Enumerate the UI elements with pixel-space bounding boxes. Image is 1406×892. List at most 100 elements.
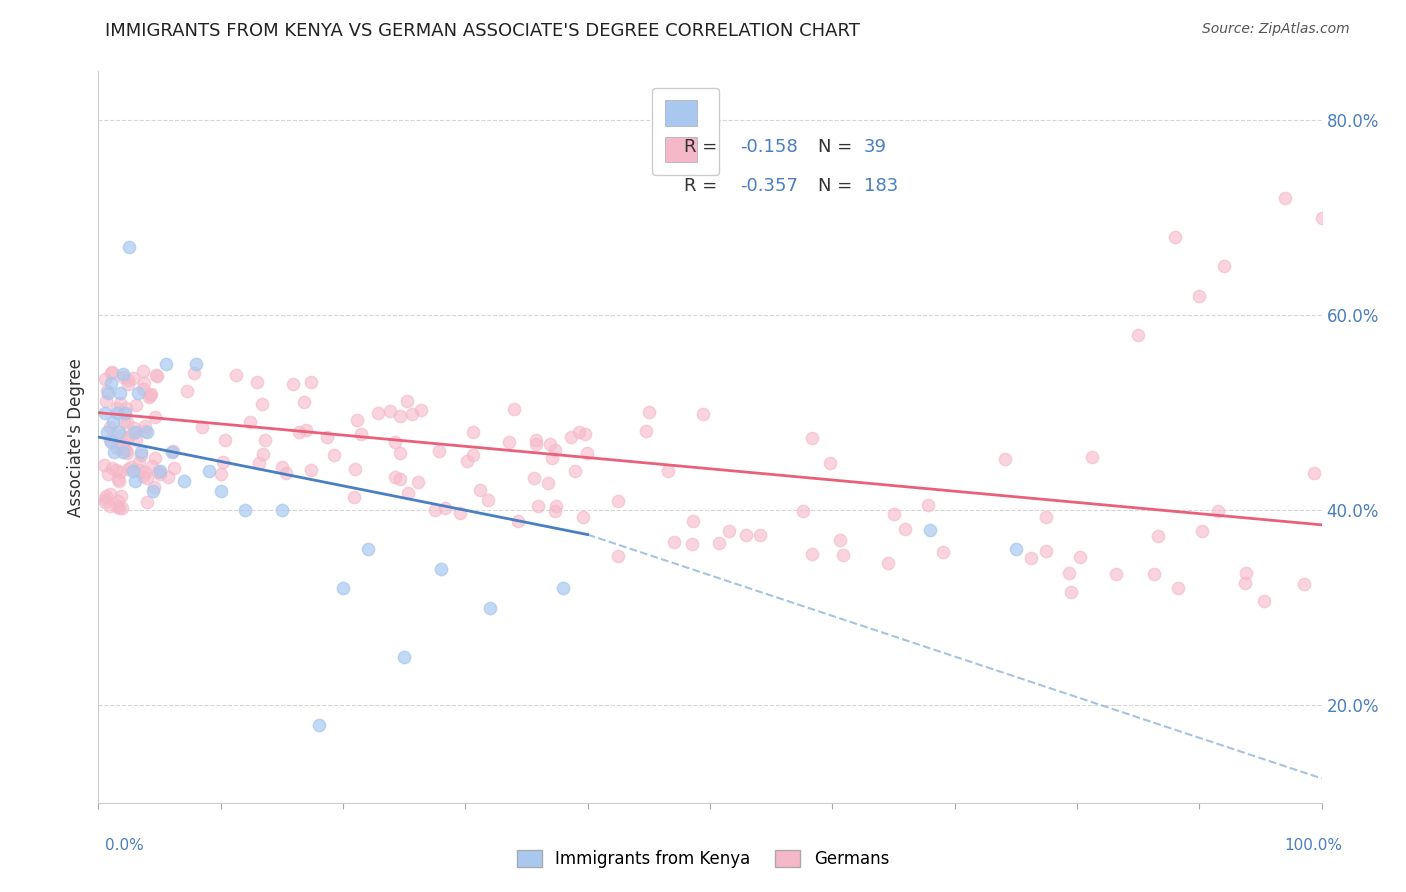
Point (247, 456, 270, 470)
Point (343, 491, 366, 505)
Point (118, 240, 141, 254)
Point (253, 433, 276, 447)
Point (332, 581, 354, 595)
Text: -0.158: -0.158 (741, 138, 799, 156)
Point (111, 501, 134, 516)
Text: 0.0%: 0.0% (105, 838, 145, 853)
Point (101, 416, 124, 430)
Point (136, 471, 159, 485)
Point (129, 444, 152, 458)
Point (145, 368, 167, 383)
Point (1234, 566, 1257, 581)
Point (176, 384, 198, 399)
Point (350, 427, 373, 442)
Point (148, 467, 170, 481)
Point (148, 466, 170, 480)
Point (876, 557, 898, 571)
Point (124, 474, 146, 488)
Point (748, 528, 770, 542)
Point (108, 474, 131, 488)
Point (94, 491, 117, 506)
Point (115, 446, 138, 460)
Point (108, 395, 131, 409)
Point (134, 465, 156, 479)
Text: IMMIGRANTS FROM KENYA VS GERMAN ASSOCIATE'S DEGREE CORRELATION CHART: IMMIGRANTS FROM KENYA VS GERMAN ASSOCIAT… (105, 22, 860, 40)
Y-axis label: Associate's Degree: Associate's Degree (66, 358, 84, 516)
Point (544, 443, 567, 458)
Point (818, 456, 841, 470)
Point (1188, 288, 1211, 302)
Point (735, 528, 758, 542)
Point (461, 448, 484, 462)
Point (1081, 450, 1104, 464)
Point (287, 425, 309, 440)
Point (346, 413, 368, 427)
Point (94, 372, 117, 386)
Point (523, 471, 546, 485)
Point (186, 357, 208, 371)
Point (128, 463, 150, 477)
Legend: Immigrants from Kenya, Germans: Immigrants from Kenya, Germans (510, 843, 896, 875)
Point (560, 430, 582, 444)
Point (541, 450, 564, 465)
Point (98, 434, 121, 448)
Point (96, 425, 118, 440)
Point (122, 426, 145, 441)
Point (553, 581, 575, 595)
Point (96, 384, 118, 398)
Point (128, 455, 150, 469)
Point (388, 446, 411, 460)
Point (527, 499, 550, 513)
Point (301, 375, 323, 389)
Point (1234, 576, 1257, 591)
Point (104, 463, 127, 477)
Point (1146, 529, 1168, 543)
Text: 39: 39 (865, 138, 887, 156)
Point (110, 428, 132, 442)
Point (125, 433, 148, 447)
Point (1253, 593, 1275, 607)
Point (134, 424, 156, 438)
Point (409, 403, 432, 417)
Point (149, 464, 172, 478)
Point (423, 503, 446, 517)
Point (225, 368, 247, 382)
Point (110, 386, 132, 401)
Point (105, 499, 128, 513)
Point (1019, 550, 1042, 565)
Point (498, 435, 520, 450)
Point (433, 500, 456, 515)
Point (173, 474, 195, 488)
Point (607, 493, 630, 508)
Point (142, 480, 165, 494)
Point (450, 506, 472, 520)
Point (477, 493, 499, 508)
Point (233, 503, 256, 517)
Point (107, 472, 129, 486)
Point (1128, 327, 1150, 342)
Point (994, 452, 1017, 467)
Point (101, 461, 124, 475)
Point (155, 357, 177, 371)
Point (121, 464, 143, 478)
Point (1004, 542, 1026, 557)
Point (212, 455, 235, 469)
Point (1164, 230, 1187, 244)
Point (141, 387, 163, 401)
Point (917, 498, 939, 512)
Point (143, 409, 166, 424)
Point (408, 475, 430, 489)
Point (575, 446, 598, 460)
Point (132, 468, 155, 483)
Point (139, 388, 162, 402)
Text: Source: ZipAtlas.com: Source: ZipAtlas.com (1202, 22, 1350, 37)
Point (122, 421, 145, 435)
Point (94, 394, 117, 409)
Point (470, 483, 492, 497)
Point (1310, 211, 1333, 225)
Point (396, 485, 419, 500)
Point (197, 464, 219, 478)
Point (920, 523, 942, 537)
Point (636, 424, 658, 438)
Point (538, 437, 561, 451)
